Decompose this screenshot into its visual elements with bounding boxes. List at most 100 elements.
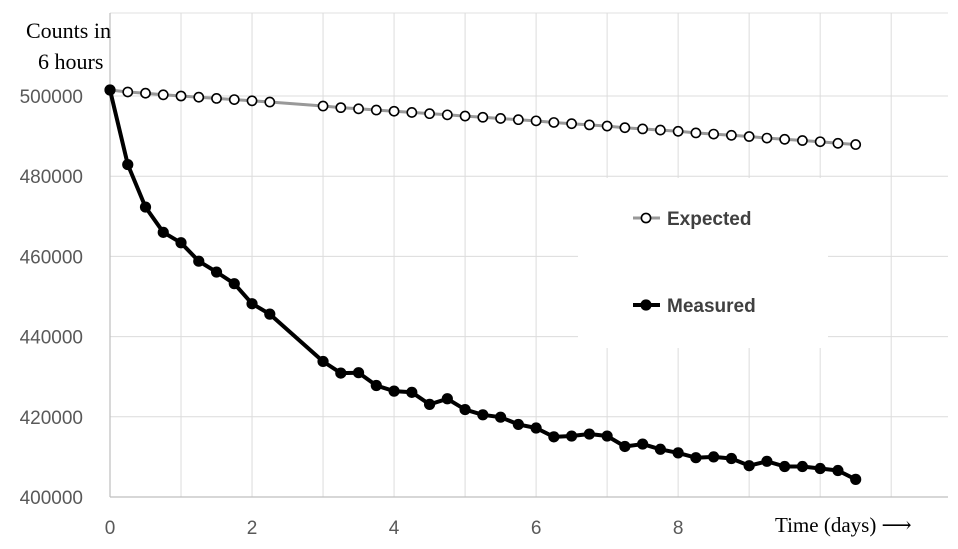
data-point-expected	[725, 129, 737, 141]
x-tick-label: 4	[389, 518, 400, 539]
data-point-expected	[548, 117, 560, 128]
data-point-measured	[388, 385, 400, 397]
legend-label-expected: Expected	[667, 209, 751, 230]
data-point-expected	[264, 96, 276, 108]
data-point-expected	[850, 139, 862, 150]
data-point-expected	[832, 137, 844, 149]
y-tick-label: 460000	[20, 247, 83, 268]
data-point-measured	[743, 460, 755, 472]
data-point-expected	[583, 119, 595, 131]
data-point-measured	[477, 409, 489, 421]
data-point-expected	[193, 91, 205, 103]
data-point-expected	[619, 122, 631, 134]
y-tick-label: 500000	[20, 87, 83, 108]
data-point-expected	[424, 108, 435, 120]
data-point-measured	[566, 430, 578, 442]
data-point-measured	[193, 255, 205, 267]
data-point-measured	[139, 201, 152, 213]
y-tick-label: 420000	[20, 408, 83, 429]
data-point-measured	[104, 84, 116, 96]
data-point-measured	[423, 398, 436, 410]
data-point-expected	[495, 113, 506, 124]
x-tick-label: 6	[531, 518, 542, 539]
axes: 400000 420000 440000 460000 480000 500000 0 2 4 6…	[20, 13, 948, 539]
data-point-expected	[388, 105, 400, 117]
data-point-measured	[796, 460, 809, 473]
data-point-expected	[353, 103, 364, 115]
data-point-measured	[637, 438, 649, 450]
data-point-expected	[317, 100, 329, 112]
data-point-expected	[122, 86, 134, 98]
data-point-measured	[779, 460, 791, 473]
legend: Expected Measured	[578, 178, 828, 348]
data-point-expected	[512, 114, 524, 126]
data-point-expected	[601, 120, 613, 132]
data-point-expected	[459, 110, 471, 122]
y-axis-label-line1: Counts in	[26, 18, 111, 43]
data-point-measured	[264, 308, 276, 320]
data-point-measured	[850, 473, 862, 485]
data-point-measured	[583, 428, 595, 440]
y-tick-label: 400000	[20, 488, 83, 509]
x-tick-label: 0	[105, 518, 116, 539]
data-point-measured	[317, 355, 329, 368]
legend-label-measured: Measured	[667, 296, 756, 317]
data-point-expected	[690, 127, 702, 139]
data-point-measured	[335, 367, 347, 379]
data-point-measured	[725, 452, 737, 465]
data-point-expected	[406, 107, 418, 118]
data-point-expected	[743, 131, 755, 142]
data-point-expected	[228, 94, 240, 106]
data-point-measured	[352, 367, 365, 379]
y-axis-label-line2: 6 hours	[38, 49, 103, 74]
data-point-measured	[654, 443, 666, 455]
data-point-measured	[814, 462, 826, 475]
data-point-expected	[797, 135, 808, 146]
data-point-expected	[211, 93, 222, 104]
data-point-measured	[672, 447, 684, 459]
data-point-measured	[530, 422, 542, 434]
legend-marker-measured	[640, 299, 652, 311]
data-point-measured	[548, 431, 560, 443]
x-axis-label: Time (days) ⟶	[775, 513, 912, 537]
data-point-expected	[335, 102, 347, 114]
data-point-measured	[175, 237, 187, 249]
data-point-measured	[246, 298, 258, 310]
data-point-expected	[672, 125, 684, 137]
data-point-expected	[566, 118, 578, 130]
series-expected	[104, 84, 862, 150]
data-point-measured	[370, 379, 382, 392]
data-point-measured	[512, 418, 524, 431]
y-tick-label: 480000	[20, 167, 83, 188]
data-point-expected	[246, 95, 258, 107]
x-tick-label: 2	[247, 518, 258, 539]
data-point-measured	[210, 266, 223, 278]
data-point-expected	[637, 123, 649, 135]
data-point-expected	[814, 136, 826, 148]
legend-marker-expected	[640, 212, 652, 224]
data-point-measured	[406, 386, 418, 398]
legend-box	[578, 178, 828, 348]
data-point-expected	[779, 133, 791, 145]
data-point-expected	[370, 104, 382, 116]
data-point-measured	[122, 158, 134, 171]
data-point-expected	[140, 87, 151, 99]
data-point-measured	[459, 403, 471, 416]
data-point-expected	[708, 128, 720, 140]
data-point-measured	[690, 452, 702, 464]
data-point-measured	[832, 464, 844, 477]
series-layer	[104, 84, 862, 485]
data-point-expected	[175, 90, 187, 102]
data-point-expected	[654, 124, 666, 136]
x-tick-label: 8	[673, 518, 684, 539]
data-point-measured	[619, 440, 631, 453]
data-point-expected	[477, 111, 489, 123]
data-point-expected	[761, 132, 773, 144]
data-point-measured	[708, 451, 720, 463]
data-point-measured	[601, 430, 613, 442]
data-point-measured	[494, 411, 507, 423]
data-point-measured	[157, 226, 169, 238]
data-point-measured	[228, 278, 240, 290]
data-point-expected	[441, 109, 453, 121]
